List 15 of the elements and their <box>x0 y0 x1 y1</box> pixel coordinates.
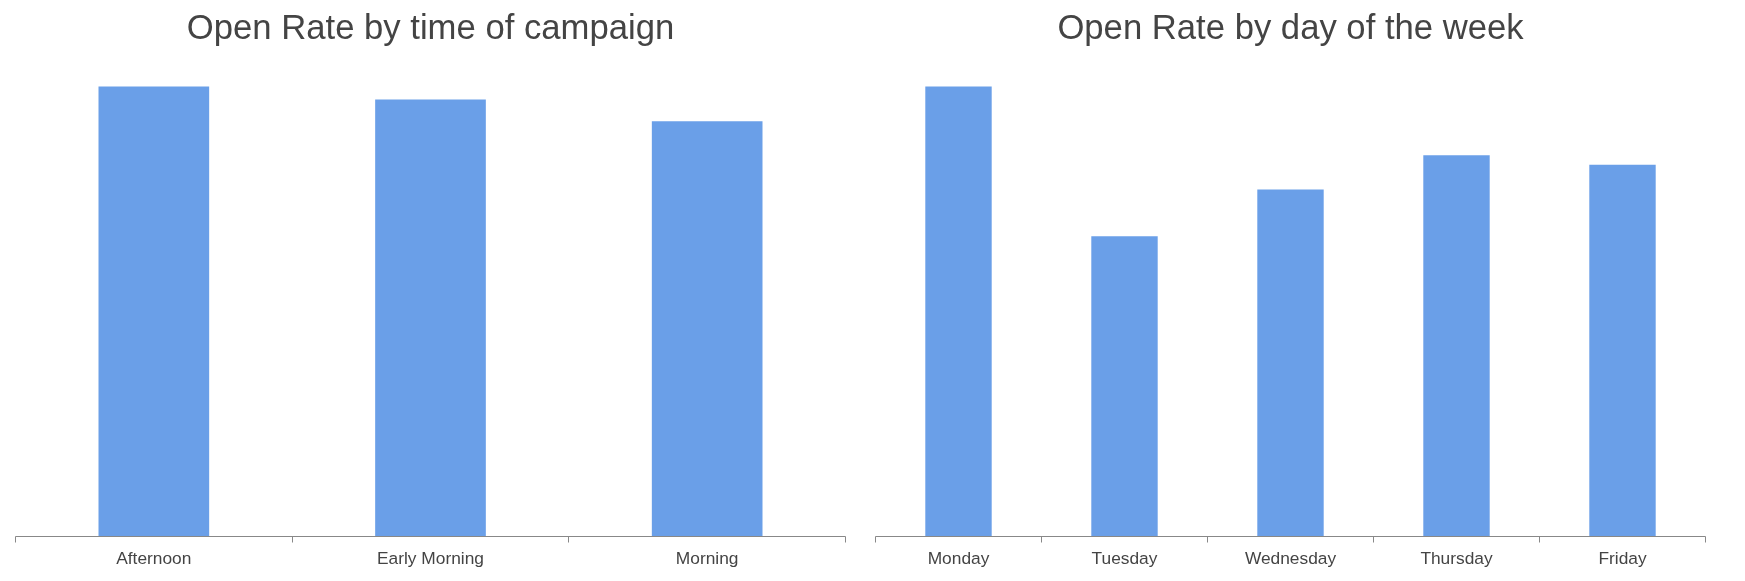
x-tick-label: Tuesday <box>1091 547 1158 568</box>
x-tick-label: Wednesday <box>1244 547 1337 568</box>
bar <box>1589 164 1656 537</box>
x-tick-label: Monday <box>927 547 990 568</box>
x-tick-label: Early Morning <box>377 547 484 568</box>
x-tick-label: Afternoon <box>116 547 192 568</box>
bar <box>1091 236 1158 537</box>
chart-title: Open Rate by day of the week <box>1057 7 1525 46</box>
x-tick-label: Morning <box>675 547 739 568</box>
x-tick-label: Friday <box>1598 547 1647 568</box>
x-tick-label: Thursday <box>1420 547 1493 568</box>
chart-title: Open Rate by time of campaign <box>186 7 675 46</box>
bar <box>925 86 992 537</box>
bar <box>1257 189 1324 537</box>
bar <box>1423 155 1490 537</box>
